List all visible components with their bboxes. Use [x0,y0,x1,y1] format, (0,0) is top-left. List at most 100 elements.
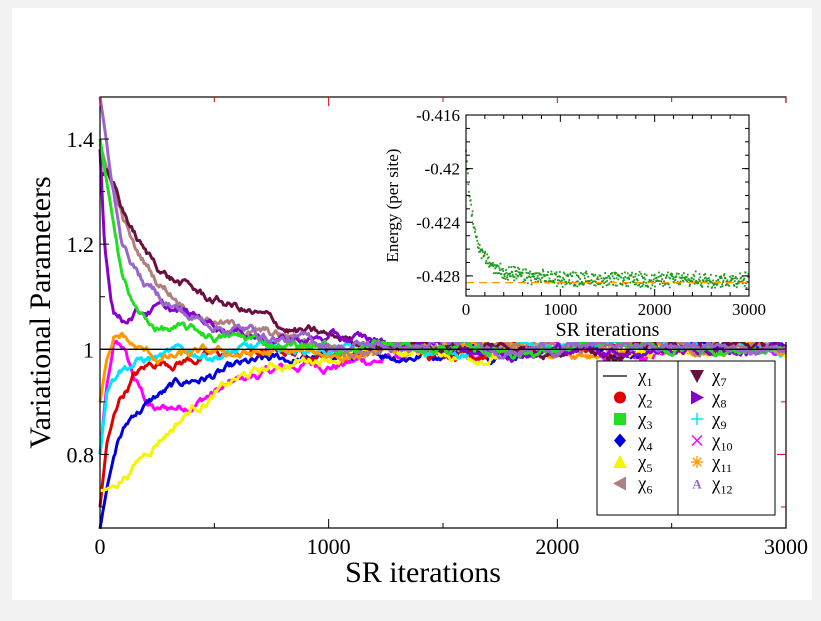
energy-point [520,274,523,277]
legend-label-9: χ9 [711,409,726,432]
energy-point [689,283,691,286]
energy-point [724,284,727,287]
energy-point [565,274,568,277]
energy-point [604,281,607,283]
energy-point [514,270,517,272]
energy-point [722,281,724,284]
energy-point [686,273,689,276]
energy-point [633,279,636,281]
inset-y-tick-label: -0.424 [416,213,460,232]
energy-point [615,272,617,274]
energy-point [551,281,554,283]
energy-point [716,283,719,285]
energy-point [466,168,469,171]
energy-point [584,271,587,274]
energy-point [735,286,738,289]
energy-point [517,271,520,274]
energy-point [723,273,726,275]
energy-point [562,277,565,280]
energy-point [550,280,553,283]
energy-point [614,273,616,275]
energy-point [665,275,668,278]
energy-point [632,276,635,278]
svg-text:A: A [692,477,702,492]
energy-point [611,271,614,274]
energy-point [704,273,707,275]
energy-point [485,262,488,265]
energy-point [585,270,588,273]
legend-marker-cross [691,434,703,447]
energy-point [533,278,536,280]
energy-point [555,273,557,276]
energy-point [698,273,701,275]
energy-point [482,255,485,258]
energy-point [593,280,596,283]
energy-point [718,276,721,278]
energy-point [623,279,625,281]
energy-point [474,231,476,233]
energy-point [578,282,581,285]
energy-point [505,271,508,274]
energy-point [692,278,695,281]
energy-point [638,270,641,273]
energy-point [636,278,639,281]
energy-point [691,280,694,283]
energy-point [500,273,503,275]
inset-ticks [465,114,750,296]
energy-point [576,285,579,288]
energy-point [507,278,509,281]
energy-point [567,275,570,278]
energy-point [484,250,487,253]
legend-marker-circle [614,391,626,404]
energy-point [524,279,526,282]
energy-point [668,276,671,279]
energy-point [537,272,540,275]
energy-point [533,275,535,278]
energy-point [641,277,644,279]
legend-marker-diamond [614,433,626,448]
energy-point [641,275,643,278]
energy-point [693,282,696,285]
energy-point [655,276,658,279]
energy-point [723,274,725,277]
energy-point [638,284,641,286]
energy-point [644,278,647,281]
energy-point [526,276,529,279]
inset-x-tick-label: 3000 [732,300,766,319]
energy-point [571,275,574,277]
energy-point [470,215,473,217]
energy-point [468,195,471,198]
energy-point [553,281,556,284]
energy-point [659,275,662,277]
energy-point [599,283,601,285]
energy-point [565,280,567,283]
energy-point [508,266,510,269]
energy-point [568,282,571,285]
energy-point [728,284,731,287]
energy-point [566,273,569,276]
main-x-axis-label: SR iterations [345,556,501,589]
energy-point [700,282,703,285]
inset-plot-frame [465,114,750,297]
energy-point [521,272,524,274]
legend-label-11: χ11 [711,452,732,475]
energy-point [592,280,595,283]
legend-marker-plus [691,413,703,425]
energy-point [606,279,608,282]
energy-point [657,276,660,278]
energy-point [712,284,715,287]
legend-label-1: χ1 [637,366,652,389]
energy-point [688,279,690,282]
energy-point [514,266,516,269]
energy-point [531,275,534,278]
legend-marker-A: A [692,477,702,492]
energy-point [478,251,481,253]
energy-point [539,273,541,276]
energy-point [509,275,512,278]
energy-point [537,280,540,283]
energy-point [670,272,673,275]
energy-point [527,272,530,274]
energy-point [532,273,535,276]
energy-point [725,280,728,283]
energy-point [591,281,594,284]
